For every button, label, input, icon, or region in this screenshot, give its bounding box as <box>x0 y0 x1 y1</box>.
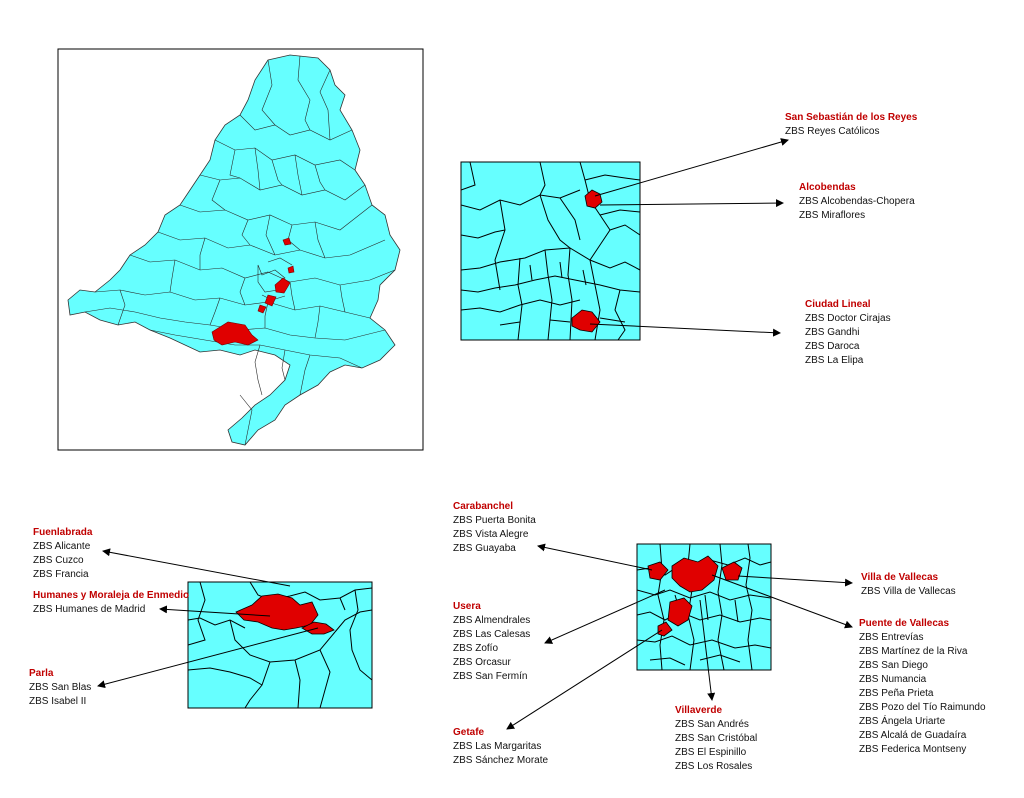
zbs-item: ZBS El Espinillo <box>675 747 747 758</box>
area-name: Parla <box>29 668 54 679</box>
arrow-par <box>97 627 319 689</box>
zbs-item: ZBS Isabel II <box>29 696 87 707</box>
label-group-par: Parla ZBS San Blas ZBS Isabel II <box>29 667 91 709</box>
arrow-car <box>537 543 653 571</box>
area-name: Humanes y Moraleja de Enmedio <box>33 590 190 601</box>
inset-southeast-frame <box>636 543 772 671</box>
inset-southwest-frame <box>187 581 373 709</box>
zbs-item: ZBS La Elipa <box>805 355 864 366</box>
zbs-item: ZBS Cuzco <box>33 555 84 566</box>
zbs-item: ZBS Puerta Bonita <box>453 515 536 526</box>
label-group-pva: Puente de Vallecas ZBS Entrevías ZBS Mar… <box>859 617 986 757</box>
arrow-vil <box>699 599 716 701</box>
zbs-item: ZBS Francia <box>33 569 89 580</box>
area-name: Villa de Vallecas <box>861 572 939 583</box>
label-group-hum: Humanes y Moraleja de Enmedio ZBS Humane… <box>33 589 189 617</box>
zbs-item: ZBS San Blas <box>29 682 92 693</box>
zbs-item: ZBS Sánchez Morate <box>453 755 549 766</box>
leader-arrows <box>97 138 853 730</box>
zbs-item: ZBS Las Calesas <box>453 629 531 640</box>
madrid-region-shape <box>67 54 401 446</box>
label-group-use: Usera ZBS Almendrales ZBS Las Calesas ZB… <box>453 600 530 684</box>
zbs-item: ZBS Las Margaritas <box>453 741 542 752</box>
zbs-item: ZBS Federica Montseny <box>859 744 967 755</box>
label-group-vil: Villaverde ZBS San Andrés ZBS San Cristó… <box>675 704 757 774</box>
arrow-get <box>506 629 663 730</box>
zbs-item: ZBS Zofío <box>453 643 499 654</box>
area-name: Fuenlabrada <box>33 527 93 538</box>
inset-southwest-map <box>188 582 372 708</box>
arrow-ssr <box>594 138 789 197</box>
zbs-item: ZBS Gandhi <box>805 327 860 338</box>
zbs-item: ZBS San Diego <box>859 660 928 671</box>
zbs-item: ZBS Reyes Católicos <box>785 126 880 137</box>
label-group-ssr: San Sebastián de los Reyes ZBS Reyes Cat… <box>785 111 917 139</box>
label-group-vva: Villa de Vallecas ZBS Villa de Vallecas <box>861 571 956 599</box>
inset-north-map <box>461 162 640 340</box>
area-name: Alcobendas <box>799 182 856 193</box>
arrow-ciu <box>589 323 781 337</box>
zbs-item: ZBS Ángela Uriarte <box>859 716 946 727</box>
label-group-fue: Fuenlabrada ZBS Alicante ZBS Cuzco ZBS F… <box>33 526 92 582</box>
area-name: Puente de Vallecas <box>859 618 950 629</box>
area-name: San Sebastián de los Reyes <box>785 112 918 123</box>
zbs-item: ZBS Entrevías <box>859 632 924 643</box>
zbs-item: ZBS Miraflores <box>799 210 866 221</box>
arrow-vva <box>737 575 853 587</box>
zbs-item: ZBS Peña Prieta <box>859 688 934 699</box>
zbs-item: ZBS San Cristóbal <box>675 733 758 744</box>
arrow-pva <box>711 574 853 629</box>
arrow-alc <box>599 199 784 208</box>
zbs-item: ZBS Pozo del Tío Raimundo <box>859 702 986 713</box>
inset-southeast-highlighted-zones <box>647 555 743 637</box>
zbs-item: ZBS Guayaba <box>453 543 516 554</box>
zbs-item: ZBS Alcobendas-Chopera <box>799 196 915 207</box>
zbs-item: ZBS San Fermín <box>453 671 528 682</box>
area-name: Ciudad Lineal <box>805 299 871 310</box>
main-map-highlighted-zones <box>211 237 295 346</box>
zbs-item: ZBS Alcalá de Guadaíra <box>859 730 967 741</box>
zbs-item: ZBS Numancia <box>859 674 927 685</box>
area-name: Getafe <box>453 727 485 738</box>
inset-north-highlighted-zones <box>571 189 603 333</box>
area-name: Usera <box>453 601 481 612</box>
zbs-item: ZBS Los Rosales <box>675 761 753 772</box>
inset-southwest-highlighted-zones <box>235 593 335 635</box>
arrow-hum <box>159 605 271 617</box>
label-group-ciu: Ciudad Lineal ZBS Doctor Cirajas ZBS Gan… <box>805 298 891 368</box>
inset-north-frame <box>460 161 641 341</box>
label-group-get: Getafe ZBS Las Margaritas ZBS Sánchez Mo… <box>453 726 548 768</box>
area-name: Carabanchel <box>453 501 514 512</box>
zbs-item: ZBS Vista Alegre <box>453 529 529 540</box>
zbs-item: ZBS Almendrales <box>453 615 531 626</box>
arrow-fue <box>102 548 291 587</box>
zbs-item: ZBS Martínez de la Riva <box>859 646 968 657</box>
area-name: Villaverde <box>675 705 723 716</box>
label-group-car: Carabanchel ZBS Puerta Bonita ZBS Vista … <box>453 500 536 556</box>
zbs-item: ZBS Humanes de Madrid <box>33 604 146 615</box>
zbs-item: ZBS Doctor Cirajas <box>805 313 891 324</box>
arrow-use <box>544 589 666 644</box>
zbs-item: ZBS Orcasur <box>453 657 511 668</box>
zbs-item: ZBS Villa de Vallecas <box>861 586 956 597</box>
zbs-item: ZBS Daroca <box>805 341 860 352</box>
label-group-alc: Alcobendas ZBS Alcobendas-Chopera ZBS Mi… <box>799 181 915 223</box>
zbs-item: ZBS San Andrés <box>675 719 749 730</box>
zbs-item: ZBS Alicante <box>33 541 91 552</box>
